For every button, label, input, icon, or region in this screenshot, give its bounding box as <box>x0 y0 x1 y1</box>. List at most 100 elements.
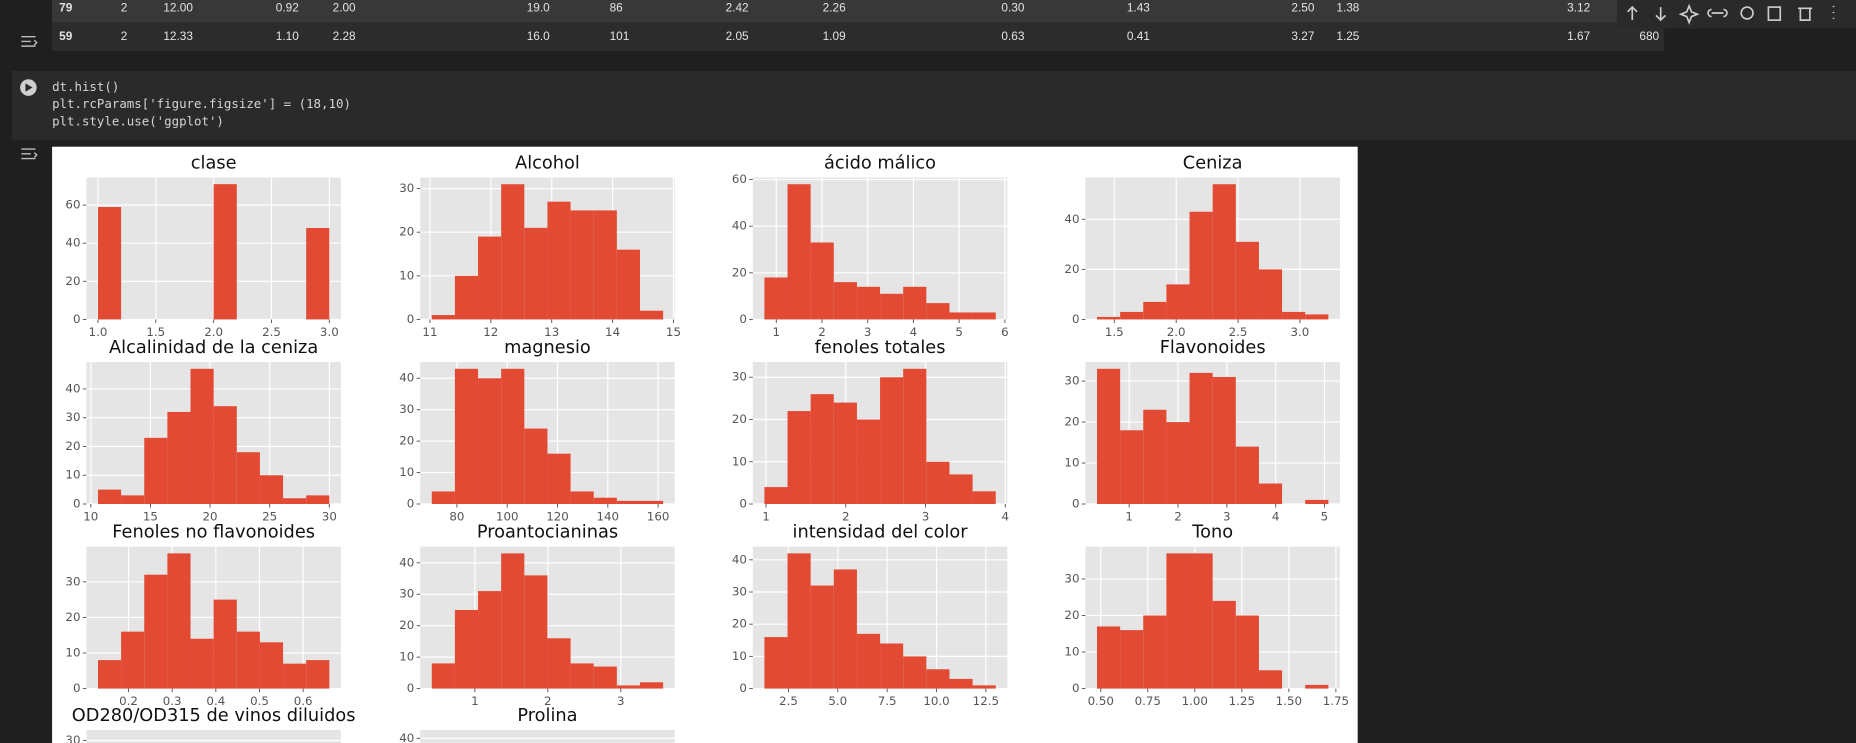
bar <box>1189 211 1213 320</box>
x-tick-label: 0.5 <box>250 694 269 708</box>
x-tick-label: 11 <box>422 325 437 339</box>
output-icon[interactable] <box>21 148 38 160</box>
bar <box>306 495 330 505</box>
x-tick-label: 0.6 <box>294 694 313 708</box>
bar <box>1143 615 1167 689</box>
x-tick-label: 10 <box>83 510 98 524</box>
bar <box>524 428 548 505</box>
table-row <box>52 22 1665 51</box>
y-tick-label: 0 <box>407 497 415 511</box>
y-tick-label: 20 <box>1064 608 1079 622</box>
bar <box>306 660 330 689</box>
bar <box>501 368 525 505</box>
bar <box>306 227 330 320</box>
bar <box>856 419 881 505</box>
y-tick-label: 30 <box>1064 374 1079 388</box>
bar <box>639 500 664 505</box>
bar <box>431 663 455 689</box>
table-cell: 59 <box>59 29 73 43</box>
table-cell: 2 <box>121 0 128 14</box>
table-cell: 1.67 <box>1567 29 1590 43</box>
bar <box>1096 368 1121 505</box>
bar <box>1235 446 1259 505</box>
table-row <box>52 0 1665 23</box>
bar <box>880 643 904 689</box>
bar <box>949 678 973 689</box>
x-tick-label: 20 <box>203 510 218 524</box>
bar <box>213 406 237 505</box>
y-tick-label: 40 <box>399 731 414 743</box>
run-button[interactable] <box>20 79 37 96</box>
x-tick-label: 0.75 <box>1135 694 1161 708</box>
chart-title: Alcalinidad de la ceniza <box>109 338 318 358</box>
bar <box>524 227 548 320</box>
x-tick-label: 1.5 <box>146 325 165 339</box>
code-cell <box>11 70 1856 140</box>
bar <box>144 437 168 505</box>
table-cell: 16.0 <box>527 29 550 43</box>
bar <box>524 575 548 689</box>
y-tick-label: 20 <box>732 617 747 631</box>
code-line: plt.rcParams['figure.figsize'] = (18,10) <box>52 96 351 111</box>
bar <box>1258 269 1283 320</box>
bar <box>121 631 145 689</box>
bar <box>167 553 191 689</box>
y-tick-label: 10 <box>1064 456 1079 470</box>
bar <box>570 663 594 689</box>
table-cell: 12.33 <box>163 29 193 43</box>
x-tick-label: 2.0 <box>1167 325 1186 339</box>
chart-title: intensidad del color <box>793 522 969 542</box>
y-tick-label: 30 <box>1064 571 1079 585</box>
table-cell: 3.27 <box>1291 29 1314 43</box>
bar <box>478 378 502 505</box>
bar <box>431 315 455 320</box>
table-cell: 2 <box>121 29 128 43</box>
bar <box>501 184 525 320</box>
x-tick-label: 30 <box>322 510 337 524</box>
y-tick-label: 10 <box>399 650 414 664</box>
y-tick-label: 30 <box>732 370 747 384</box>
toolbar-icons[interactable] <box>1626 3 1835 25</box>
y-tick-label: 30 <box>65 574 80 588</box>
x-tick-label: 3.0 <box>1290 325 1309 339</box>
bar <box>1120 311 1144 320</box>
output-icon[interactable] <box>21 35 38 47</box>
table-cell: 1.38 <box>1336 0 1359 14</box>
bar <box>833 402 857 505</box>
bar <box>283 498 307 505</box>
x-tick-label: 3 <box>864 325 872 339</box>
table-cell: 19.0 <box>527 0 550 14</box>
x-tick-label: 14 <box>605 325 620 339</box>
bar <box>547 638 571 689</box>
x-tick-label: 7.5 <box>878 694 897 708</box>
table-cell: 2.00 <box>333 0 356 14</box>
x-tick-label: 15 <box>666 325 681 339</box>
bar <box>926 669 950 689</box>
bar <box>213 599 237 689</box>
chart-title: Flavonoides <box>1160 338 1266 358</box>
x-tick-label: 0.50 <box>1088 694 1114 708</box>
table-cell: 0.30 <box>1001 0 1024 14</box>
bar <box>167 411 191 505</box>
x-tick-label: 80 <box>449 510 464 524</box>
bar <box>880 377 904 505</box>
bar <box>972 312 996 320</box>
x-tick-label: 0.3 <box>163 694 182 708</box>
bar <box>810 585 834 689</box>
bar <box>1258 670 1283 689</box>
y-tick-label: 20 <box>732 412 747 426</box>
x-tick-label: 2.5 <box>262 325 281 339</box>
bar <box>833 282 857 320</box>
plot-area <box>420 729 675 743</box>
x-tick-label: 1.75 <box>1323 694 1349 708</box>
table-cell: 0.92 <box>276 0 299 14</box>
bar <box>547 201 571 320</box>
y-tick-label: 60 <box>65 198 80 212</box>
chart-title: Tono <box>1191 522 1233 542</box>
y-tick-label: 10 <box>399 465 414 479</box>
table-cell: 2.26 <box>823 0 846 14</box>
bar <box>1143 409 1167 505</box>
x-tick-label: 6 <box>1001 325 1009 339</box>
bar <box>478 591 502 689</box>
